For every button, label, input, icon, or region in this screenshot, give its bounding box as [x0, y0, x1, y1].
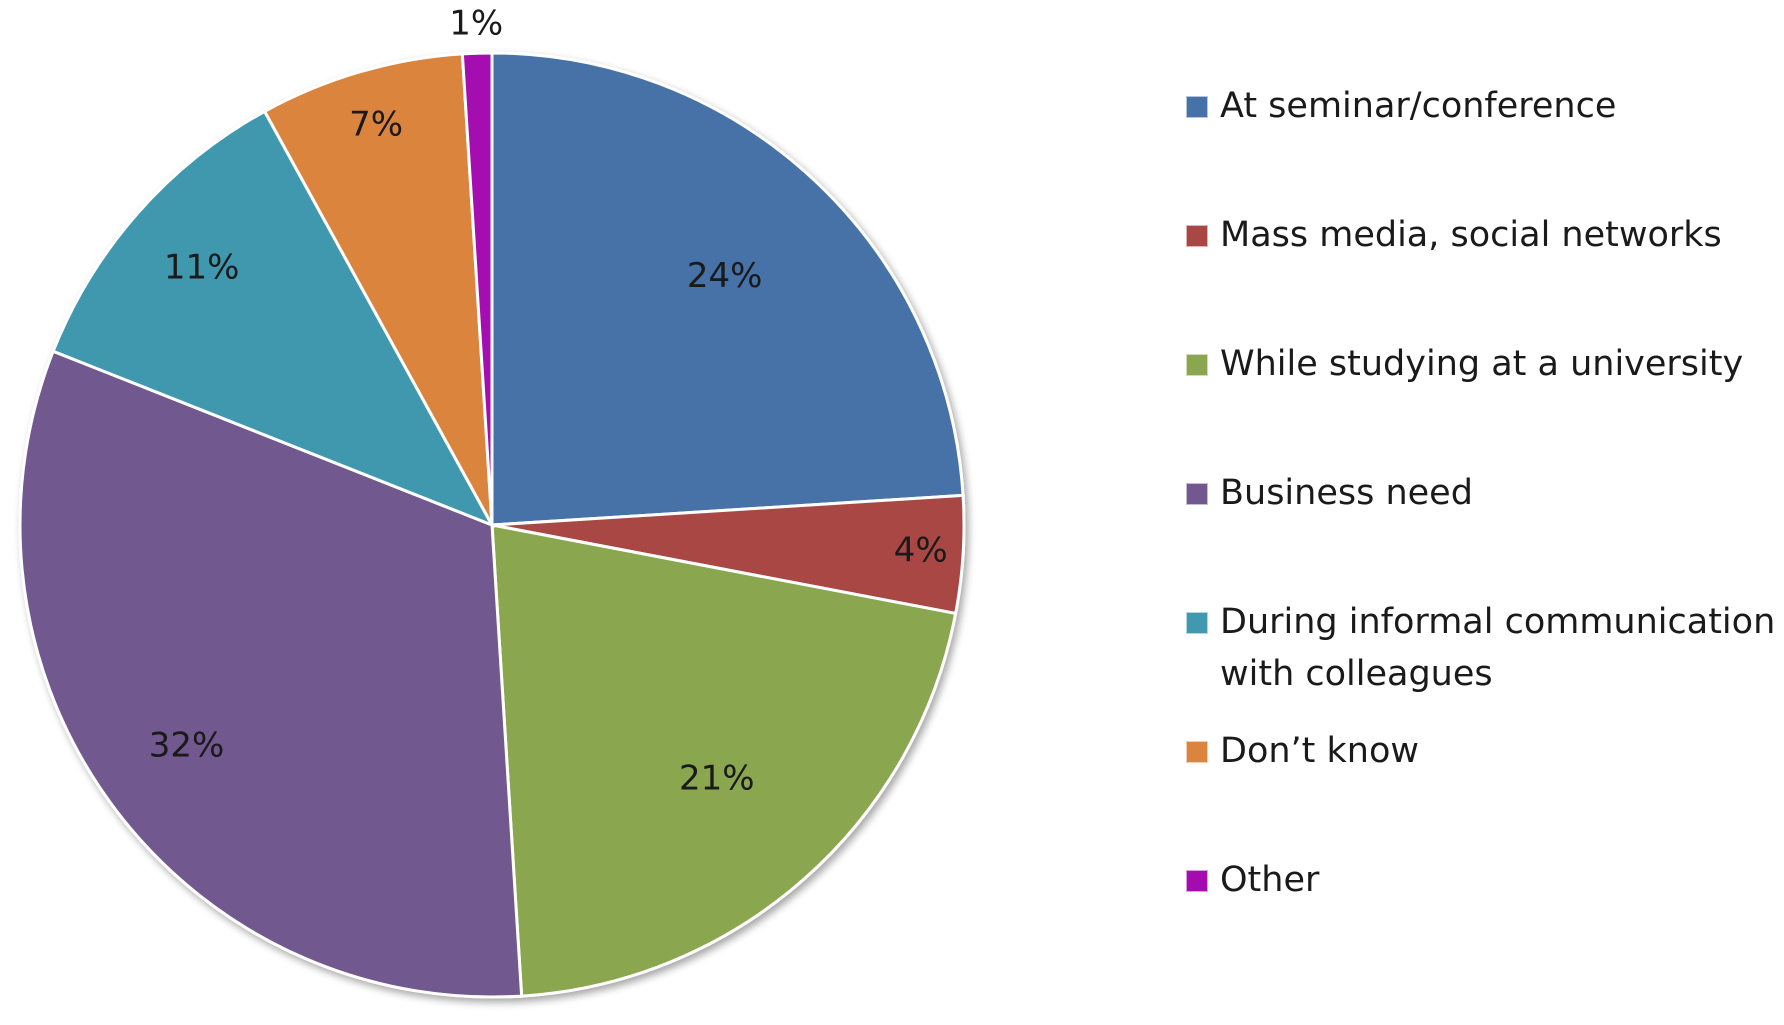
- legend-item-at-seminar-conference: At seminar/conference: [1186, 80, 1616, 132]
- pie-slice-business-need: [18, 349, 524, 999]
- legend-swatch: [1186, 225, 1208, 247]
- legend-swatch: [1186, 483, 1208, 505]
- legend-swatch: [1186, 741, 1208, 763]
- legend-item-other: Other: [1186, 854, 1319, 906]
- legend-swatch: [1186, 612, 1208, 634]
- data-label-at-seminar-conference: 24%: [687, 256, 763, 296]
- legend-label: Business need: [1220, 473, 1473, 513]
- data-label-business-need: 32%: [149, 725, 225, 765]
- pie-slices: [18, 51, 966, 999]
- data-label-other: 1%: [449, 3, 503, 43]
- legend-swatch: [1186, 96, 1208, 118]
- pie-slice-at-seminar-conference: [490, 51, 965, 527]
- data-label-while-studying-at-a-university: 21%: [679, 758, 755, 798]
- legend-label: Other: [1220, 860, 1320, 900]
- pie-data-labels: 24% 4% 21% 32% 11% 7% 1%: [149, 3, 948, 798]
- legend-label: While studying at a university: [1220, 344, 1744, 384]
- legend-swatch: [1186, 870, 1208, 892]
- pie-slice-other: [460, 51, 494, 526]
- pie-slice-during-informal-communication-with-colleagues: [51, 109, 496, 528]
- legend-item-during-informal-communication-with-colleagues: During informal communication with colle…: [1186, 596, 1780, 700]
- legend-label: At seminar/conference: [1220, 86, 1617, 126]
- legend-label: Don’t know: [1220, 731, 1420, 771]
- data-label-don-t-know: 7%: [349, 105, 403, 145]
- legend-item-business-need: Business need: [1186, 467, 1473, 519]
- legend-label: Mass media, social networks: [1220, 215, 1722, 255]
- pie-slice-don-t-know: [262, 52, 494, 526]
- legend-swatch: [1186, 354, 1208, 376]
- data-label-mass-media-social-networks: 4%: [894, 530, 948, 570]
- pie-plot-area: 24% 4% 21% 32% 11% 7% 1%: [18, 3, 966, 999]
- legend-item-mass-media-social-networks: Mass media, social networks: [1186, 209, 1722, 261]
- legend-item-while-studying-at-a-university: While studying at a university: [1186, 338, 1743, 390]
- legend-label: During informal communication with colle…: [1220, 602, 1776, 694]
- legend-item-don-t-know: Don’t know: [1186, 725, 1419, 777]
- pie-slice-while-studying-at-a-university: [490, 523, 958, 998]
- data-label-during-informal-communication-with-colleagues: 11%: [164, 248, 240, 288]
